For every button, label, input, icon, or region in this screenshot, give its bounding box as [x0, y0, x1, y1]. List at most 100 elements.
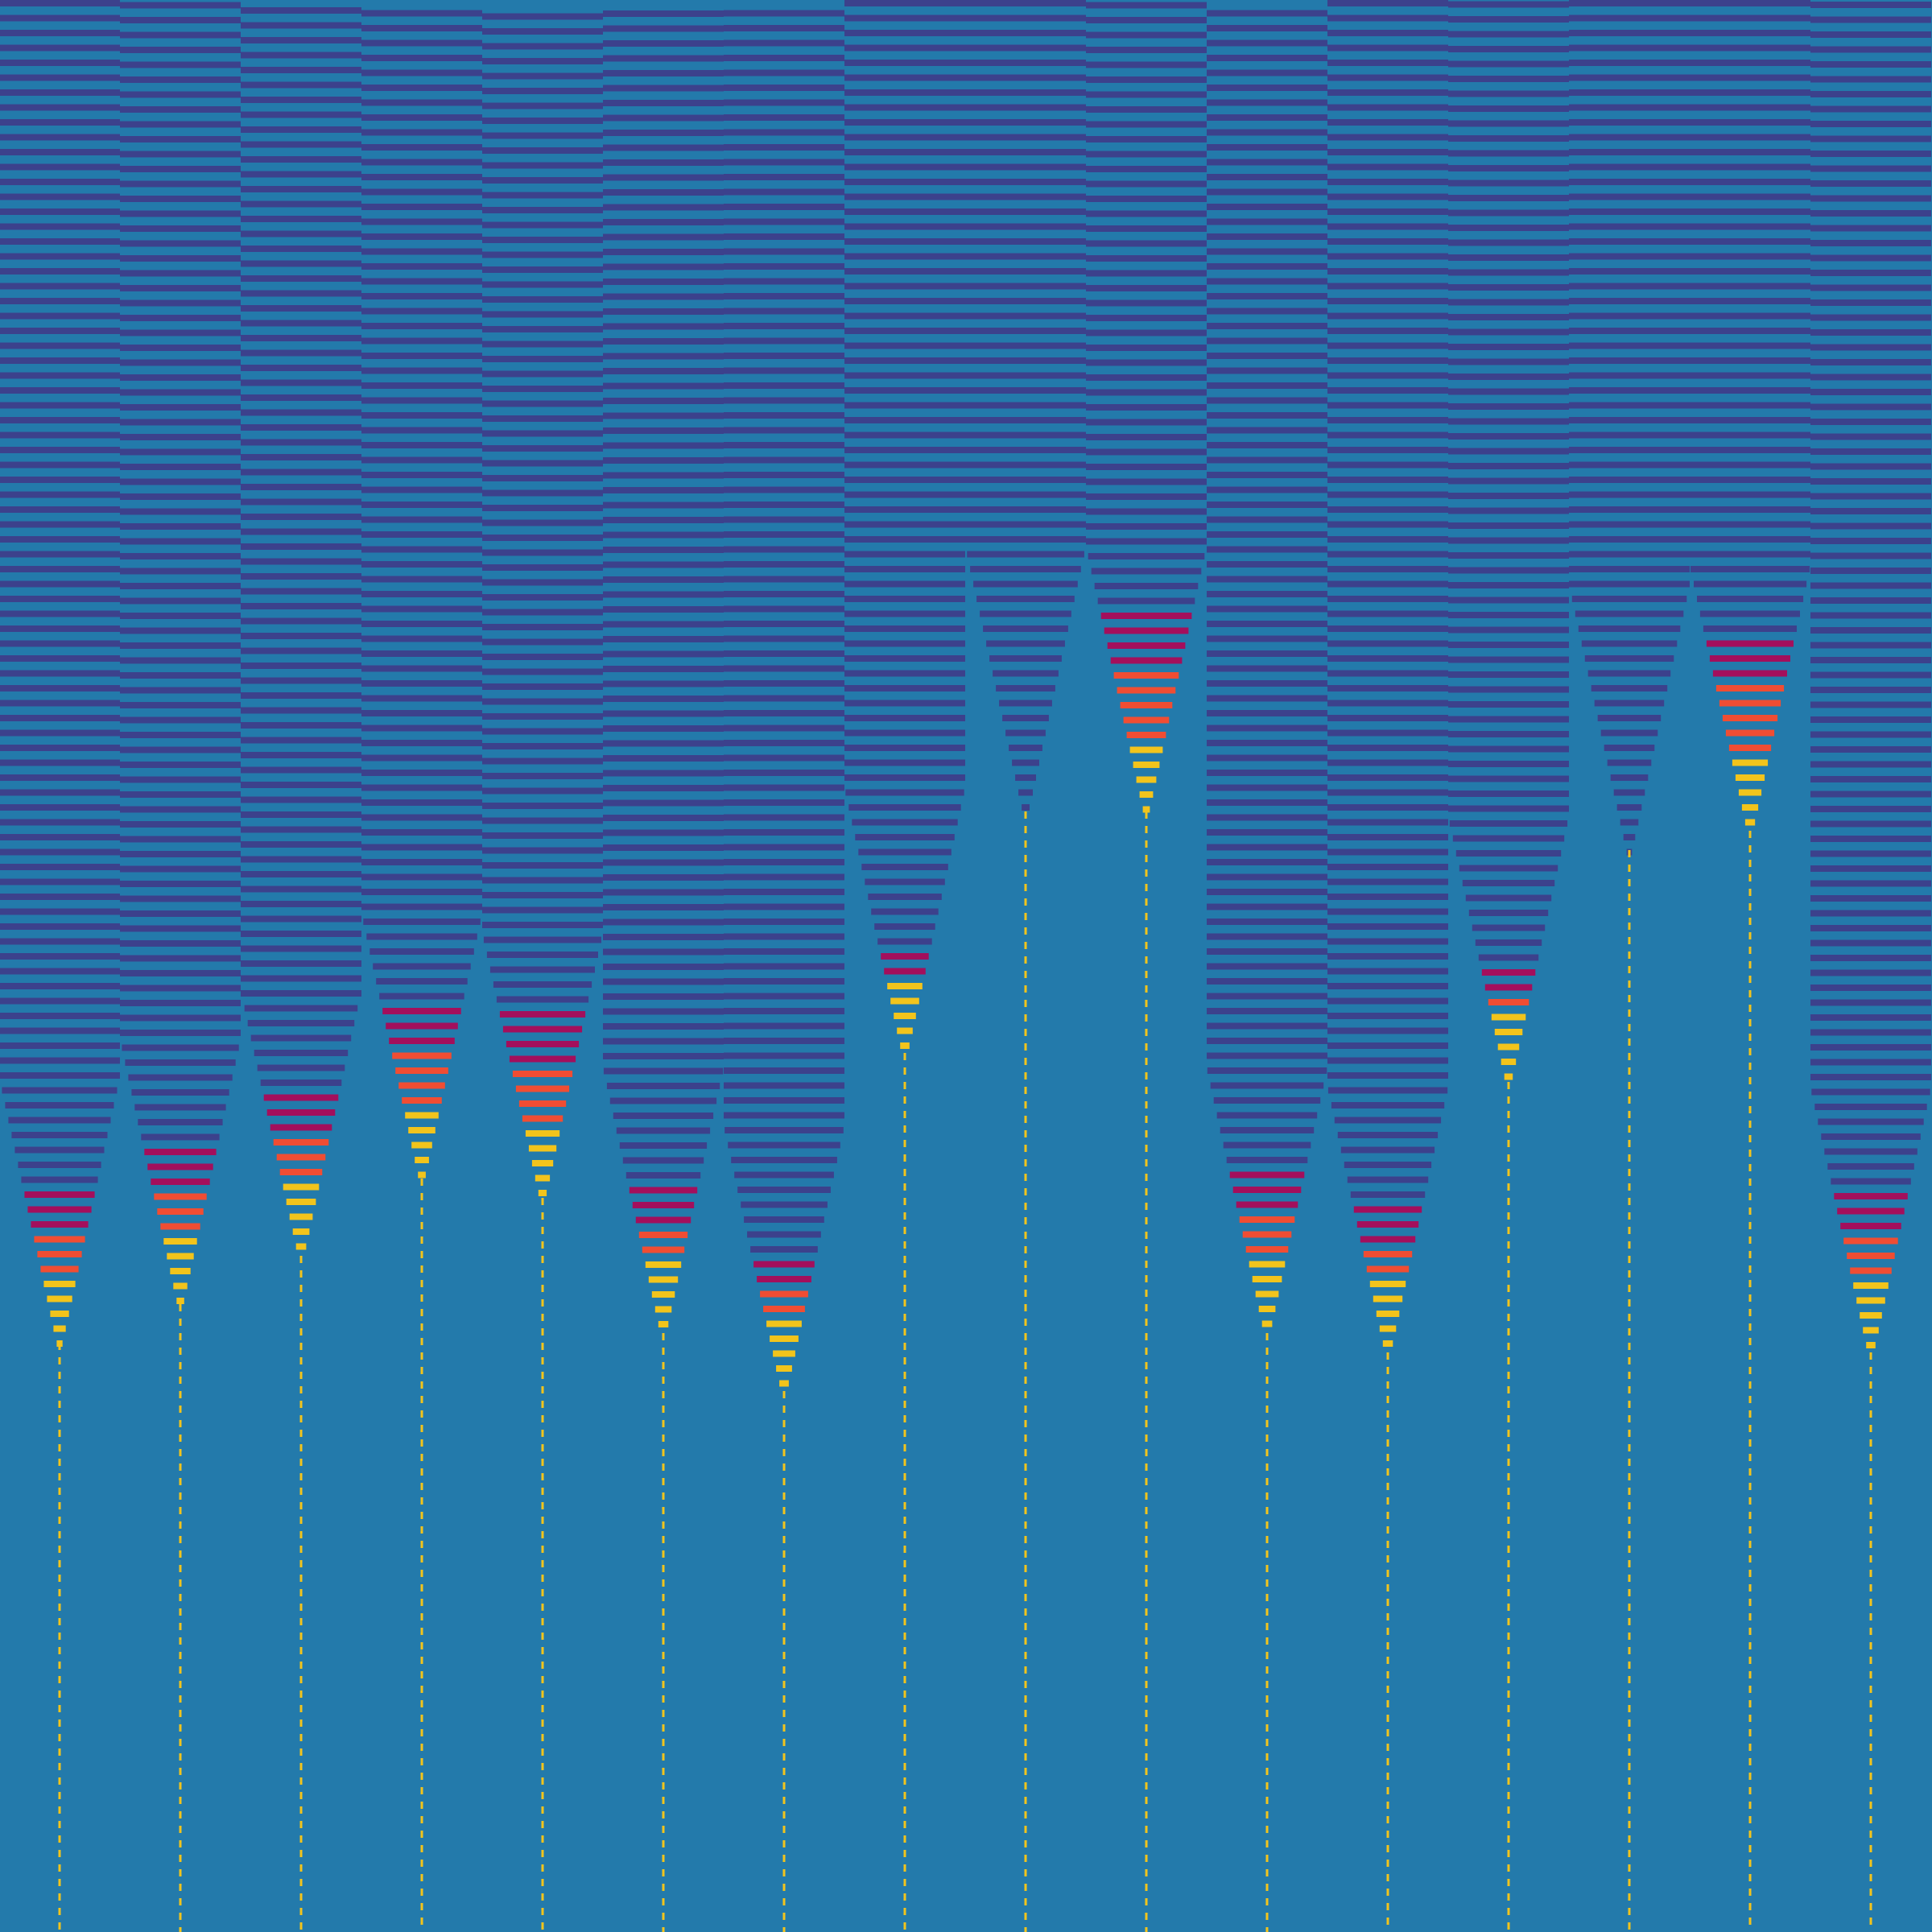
band-stripe	[1810, 731, 1931, 738]
band-stripe	[386, 1022, 458, 1030]
band-stripe	[642, 1246, 685, 1253]
band-stripe	[1448, 418, 1569, 425]
band-stripe	[120, 61, 241, 68]
band-stripe	[1600, 729, 1658, 737]
band-stripe	[0, 521, 120, 528]
band-stripe	[18, 1162, 101, 1168]
band-stripe	[0, 610, 120, 617]
band-stripe	[1207, 25, 1327, 31]
band-stripe	[1327, 848, 1448, 856]
band-stripe	[844, 357, 965, 364]
band-stripe	[120, 196, 241, 202]
band-stripe	[482, 177, 603, 184]
band-stripe	[361, 174, 482, 180]
band-stripe	[603, 547, 724, 553]
band-stripe	[241, 990, 361, 997]
band-stripe	[1086, 270, 1207, 277]
band-stripe	[120, 478, 241, 485]
band-stripe	[1363, 1251, 1413, 1257]
band-stripe	[120, 285, 241, 291]
band-stripe	[724, 382, 844, 389]
band-stripe	[154, 1193, 207, 1200]
band-stripe	[506, 1041, 580, 1047]
band-stripe	[120, 151, 241, 158]
band-stripe	[0, 179, 120, 185]
band-stripe	[1327, 387, 1448, 394]
column-2	[120, 2, 241, 1304]
band-stripe	[724, 502, 844, 508]
band-stripe	[1327, 119, 1448, 126]
band-stripe	[993, 670, 1059, 677]
band-stripe	[0, 551, 120, 558]
band-stripe	[1569, 580, 1690, 588]
band-stripe	[1207, 367, 1327, 374]
band-stripe	[1569, 0, 1690, 6]
band-stripe	[241, 647, 361, 654]
band-stripe	[603, 85, 724, 92]
band-stripe	[1860, 1312, 1882, 1319]
band-stripe	[848, 804, 961, 811]
band-stripe	[1327, 715, 1448, 721]
band-stripe	[844, 342, 965, 349]
band-stripe	[241, 931, 361, 937]
band-stripe	[1694, 580, 1807, 588]
band-stripe	[1448, 150, 1569, 157]
band-stripe	[1853, 1282, 1889, 1289]
band-stripe	[603, 219, 724, 225]
band-stripe	[1327, 521, 1448, 528]
band-stripe	[482, 132, 603, 139]
band-stripe	[1094, 583, 1199, 589]
band-stripe	[1690, 536, 1810, 543]
band-stripe	[724, 427, 844, 434]
band-stripe	[1810, 210, 1931, 217]
band-stripe	[0, 759, 120, 766]
band-stripe	[482, 549, 603, 556]
band-stripe	[1356, 1221, 1419, 1228]
band-stripe	[1810, 806, 1931, 812]
band-stripe	[1327, 864, 1448, 870]
band-stripe	[241, 498, 361, 506]
band-stripe	[120, 895, 241, 902]
band-stripe	[295, 1243, 307, 1250]
band-stripe	[361, 472, 482, 478]
band-stripe	[1086, 345, 1207, 351]
band-stripe	[603, 666, 724, 672]
band-stripe	[724, 531, 844, 538]
band-stripe	[0, 283, 120, 290]
band-stripe	[724, 963, 844, 970]
band-stripe	[1690, 74, 1810, 81]
band-stripe	[1569, 536, 1690, 543]
band-stripe	[724, 948, 844, 955]
band-stripe	[1086, 404, 1207, 411]
band-stripe	[1327, 983, 1448, 989]
band-stripe	[53, 1325, 66, 1332]
band-stripe	[1327, 223, 1448, 230]
band-stripe	[1690, 447, 1810, 453]
band-stripe	[482, 489, 603, 497]
band-stripe	[1569, 357, 1690, 364]
band-stripe	[1327, 596, 1448, 602]
band-stripe	[1810, 627, 1931, 634]
band-stripe	[603, 308, 724, 315]
band-stripe	[603, 948, 724, 956]
band-stripe	[1715, 685, 1785, 691]
band-stripe	[1620, 819, 1639, 826]
band-stripe	[965, 238, 1086, 245]
band-stripe	[361, 427, 482, 434]
band-stripe	[0, 0, 120, 6]
band-stripe	[603, 964, 724, 970]
band-stripe	[724, 397, 844, 404]
band-stripe	[1327, 894, 1448, 900]
band-stripe	[724, 367, 844, 374]
band-stripe	[724, 873, 844, 881]
band-stripe	[1594, 700, 1665, 707]
band-stripe	[0, 208, 120, 215]
band-stripe	[376, 978, 468, 985]
band-stripe	[844, 298, 965, 304]
band-stripe	[1327, 610, 1448, 617]
band-stripe	[361, 754, 482, 762]
band-stripe	[724, 919, 844, 925]
band-stripe	[1207, 948, 1327, 955]
band-stripe	[1810, 955, 1931, 961]
band-stripe	[241, 394, 361, 401]
